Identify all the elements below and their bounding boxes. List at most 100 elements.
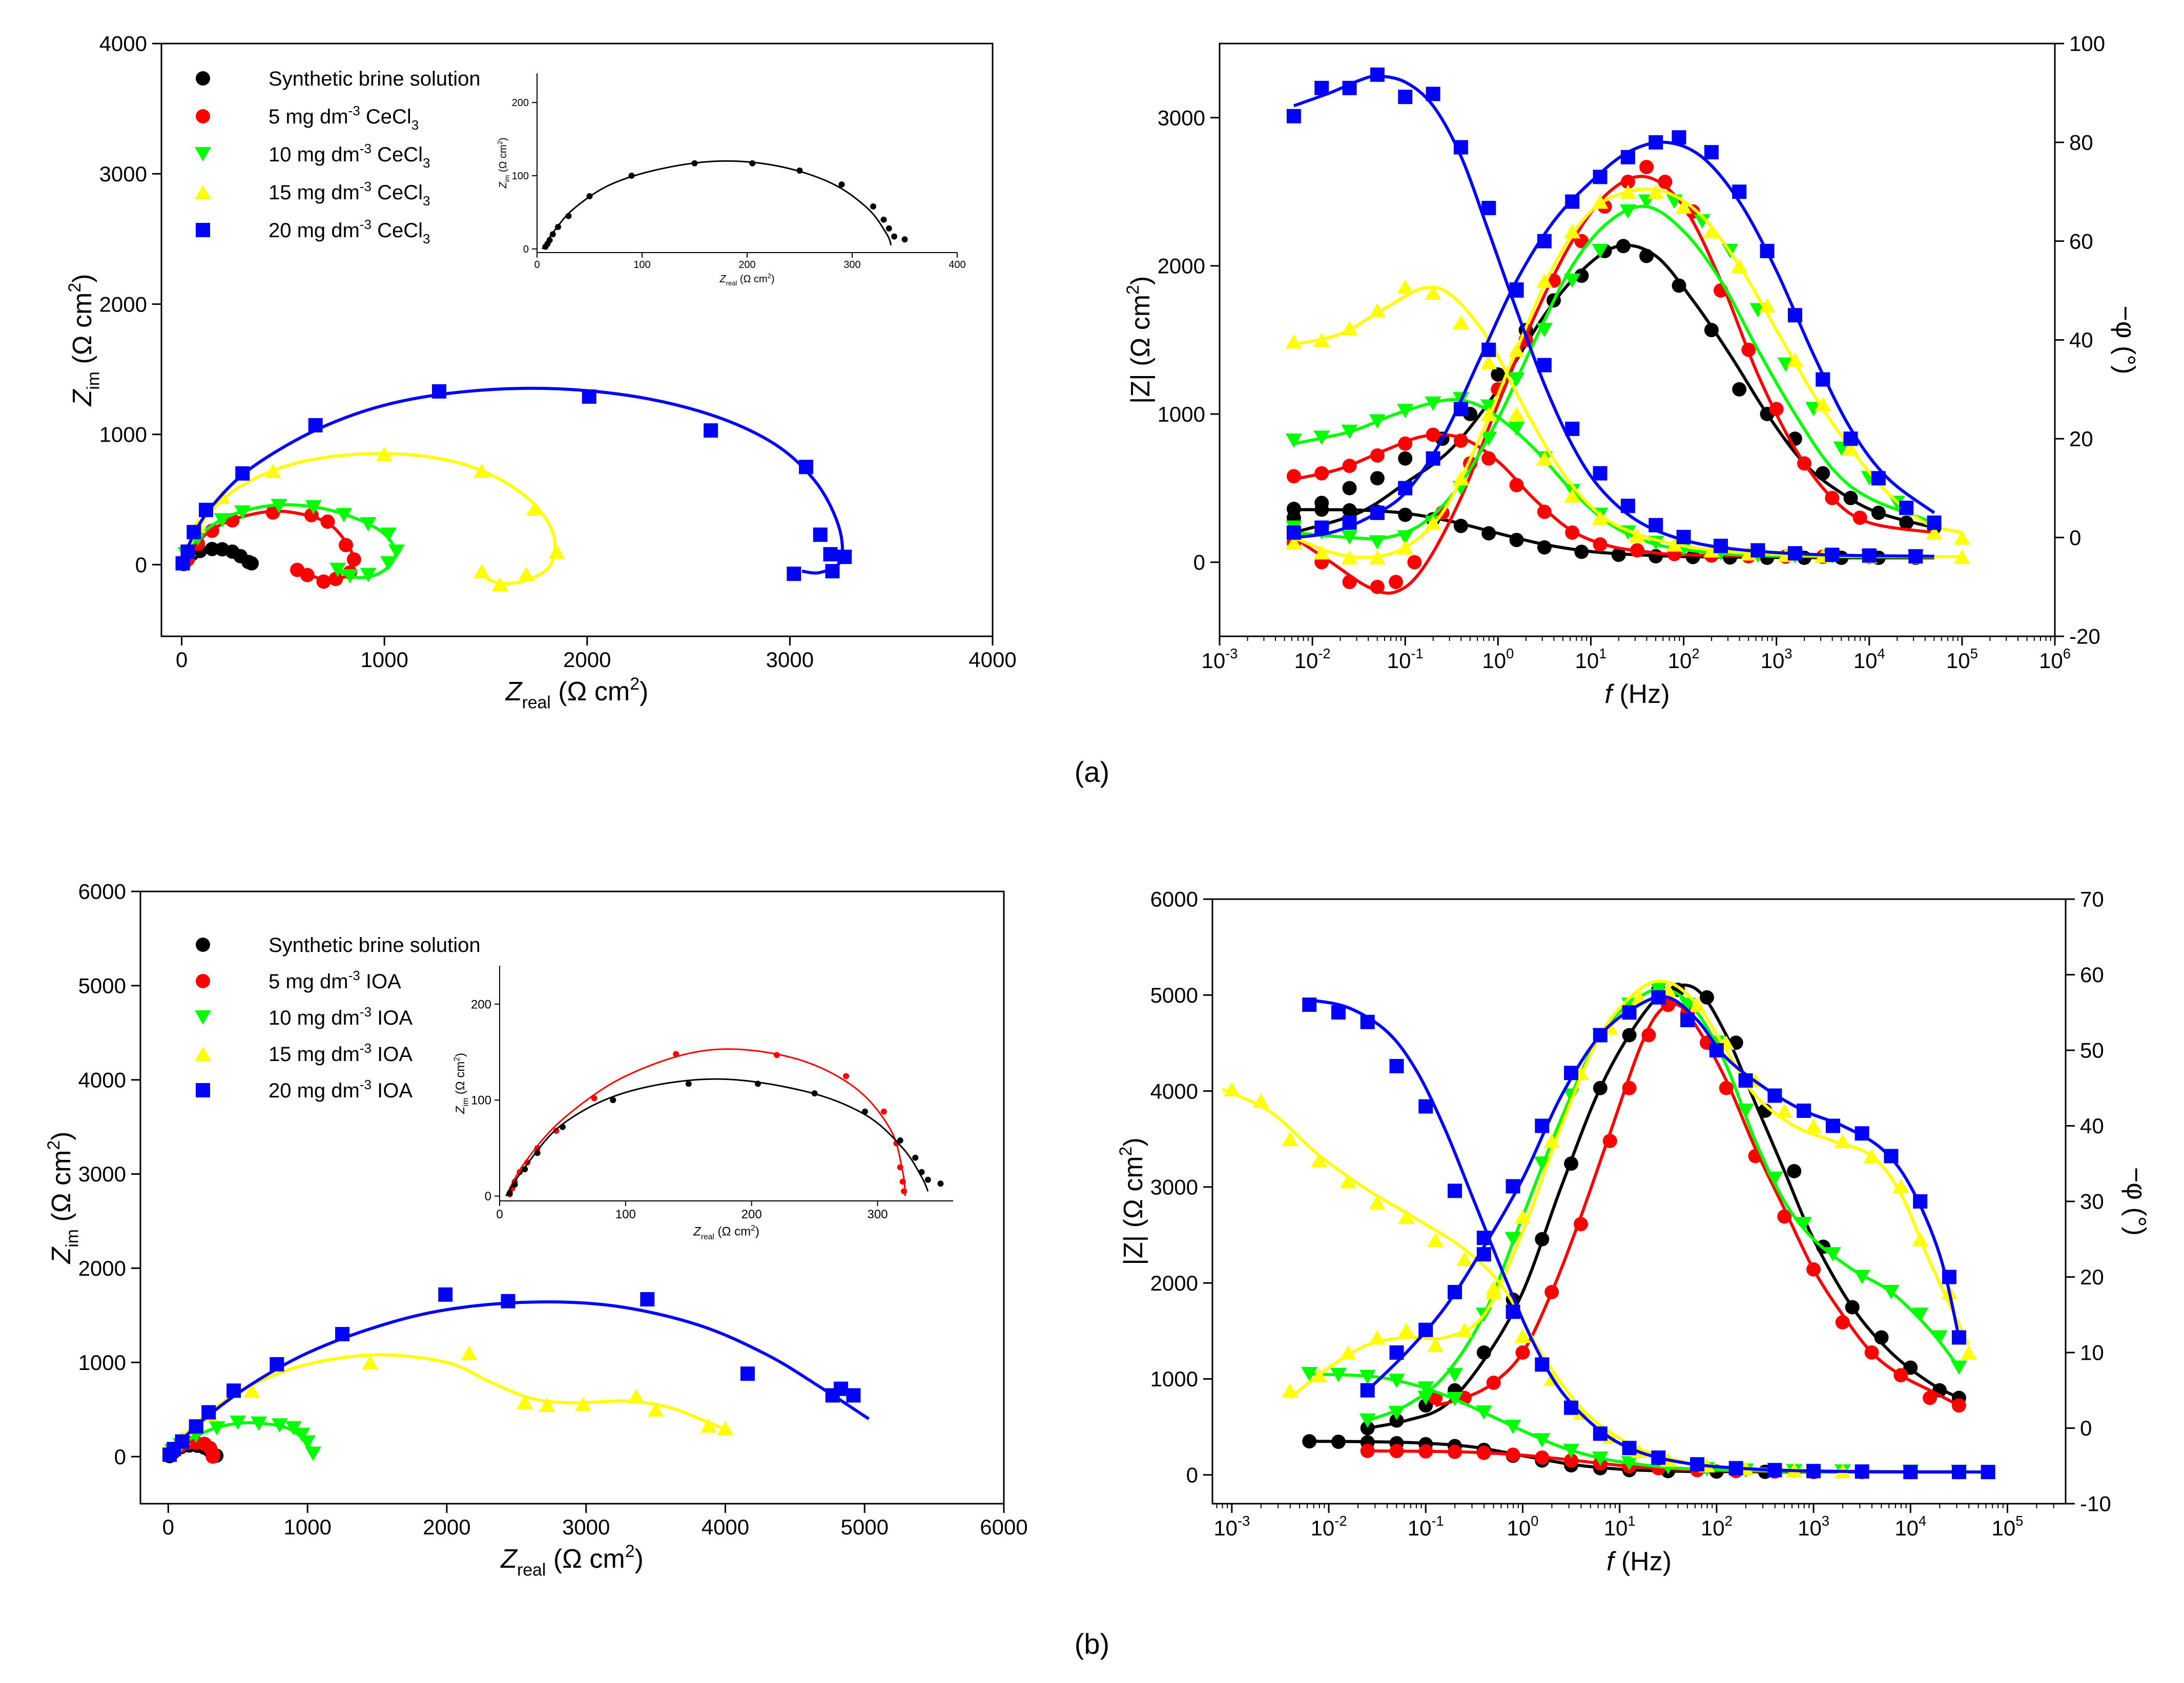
data-point bbox=[1427, 1338, 1444, 1353]
data-point bbox=[1953, 530, 1970, 545]
inset-x-tick-label: 100 bbox=[615, 1208, 636, 1221]
data-point bbox=[1360, 1014, 1375, 1029]
data-point bbox=[461, 1345, 478, 1360]
data-point bbox=[1452, 471, 1469, 486]
x-tick-label: 10-3 bbox=[1202, 646, 1238, 673]
x-tick-label: 103 bbox=[1761, 646, 1792, 673]
data-point bbox=[1485, 1285, 1502, 1299]
data-point bbox=[1535, 1118, 1550, 1133]
inset-y-tick-label: 200 bbox=[471, 998, 491, 1011]
y-axis-label: Zim (Ω cm2) bbox=[65, 274, 103, 407]
data-point bbox=[813, 527, 828, 542]
data-point bbox=[1611, 547, 1626, 562]
data-point bbox=[230, 1415, 246, 1430]
y-tick-label: 1000 bbox=[1158, 402, 1205, 426]
data-point bbox=[1417, 1390, 1434, 1405]
data-point bbox=[1649, 135, 1663, 150]
data-point bbox=[1703, 224, 1720, 239]
data-point bbox=[1981, 1465, 1995, 1480]
data-point bbox=[1418, 1099, 1433, 1114]
fit-line bbox=[168, 1353, 728, 1458]
data-point bbox=[1342, 80, 1357, 95]
data-point bbox=[1731, 258, 1748, 273]
data-point bbox=[308, 418, 323, 433]
plot-frame bbox=[160, 43, 994, 637]
data-point bbox=[1425, 396, 1441, 411]
data-point bbox=[1767, 1088, 1782, 1103]
data-point bbox=[438, 1287, 453, 1302]
series-20-mg-dm-3-ioa bbox=[162, 1287, 870, 1462]
series-10-mg-dm-3-ioa- bbox=[1359, 983, 1967, 1428]
data-point bbox=[199, 503, 214, 517]
data-point bbox=[335, 1327, 350, 1342]
data-point bbox=[380, 527, 397, 542]
inset-data-point bbox=[885, 225, 892, 232]
data-point bbox=[1448, 1183, 1462, 1198]
series-5-mg-dm-3-cecl3- bbox=[1286, 160, 1935, 595]
inset-x-axis-label: Zreal (Ω cm2) bbox=[719, 272, 774, 287]
caption-a: (a) bbox=[1075, 756, 1109, 788]
data-point bbox=[1737, 1104, 1754, 1118]
data-point bbox=[1852, 510, 1867, 525]
x-tick-label: 3000 bbox=[562, 1515, 610, 1539]
data-point bbox=[1709, 1043, 1724, 1057]
data-point bbox=[1592, 510, 1609, 525]
data-point bbox=[1622, 1005, 1637, 1020]
legend-marker bbox=[194, 147, 212, 161]
x-tick-label: 103 bbox=[1798, 1513, 1829, 1540]
data-point bbox=[1341, 550, 1358, 565]
y-tick-label: 0 bbox=[1186, 1463, 1198, 1487]
data-point bbox=[1926, 525, 1943, 540]
fit-line bbox=[1293, 204, 1935, 541]
inset-data-point bbox=[880, 216, 887, 223]
data-point bbox=[1514, 1209, 1531, 1224]
fit-line bbox=[167, 1300, 870, 1458]
data-point bbox=[1816, 466, 1830, 481]
data-point bbox=[1359, 1413, 1376, 1428]
data-point bbox=[1843, 491, 1858, 506]
fit-line bbox=[180, 386, 844, 575]
data-point bbox=[1699, 990, 1714, 1005]
data-point bbox=[1456, 1322, 1473, 1337]
data-point bbox=[1912, 1232, 1929, 1246]
y2-tick-label: 70 bbox=[2080, 887, 2104, 911]
legend-label: 20 mg dm-3 IOA bbox=[269, 1077, 413, 1102]
fit-line bbox=[1293, 398, 1934, 558]
data-point bbox=[1564, 273, 1581, 288]
series-10-mg-dm-3-cecl3- bbox=[1285, 194, 1935, 550]
data-point bbox=[1855, 1126, 1869, 1141]
data-point bbox=[1767, 1463, 1782, 1478]
data-point bbox=[341, 569, 359, 584]
data-point bbox=[1631, 990, 1647, 1005]
plot-frame bbox=[139, 890, 1005, 1505]
data-point bbox=[704, 423, 718, 438]
data-point bbox=[1651, 990, 1666, 1005]
data-point bbox=[1639, 248, 1654, 263]
y2-tick-label: 60 bbox=[2080, 963, 2104, 987]
data-point bbox=[740, 1366, 755, 1381]
data-point bbox=[1342, 481, 1357, 495]
data-point bbox=[214, 513, 231, 528]
data-point bbox=[1874, 1330, 1889, 1345]
data-point bbox=[1620, 174, 1635, 189]
data-point bbox=[1562, 1443, 1580, 1458]
data-point bbox=[1313, 430, 1330, 445]
data-point bbox=[376, 447, 393, 461]
data-point bbox=[1679, 998, 1696, 1012]
data-point bbox=[1314, 80, 1329, 95]
data-point bbox=[1825, 491, 1840, 506]
data-point bbox=[1314, 495, 1329, 510]
y-tick-label: 5000 bbox=[1150, 983, 1198, 1007]
data-point bbox=[1286, 469, 1301, 484]
data-point bbox=[294, 1427, 311, 1442]
data-point bbox=[1714, 538, 1728, 553]
data-point bbox=[1425, 285, 1441, 300]
data-point bbox=[1855, 1464, 1869, 1479]
inset-data-point bbox=[749, 160, 756, 167]
inset-data-point bbox=[673, 1051, 679, 1057]
data-point bbox=[846, 1388, 861, 1403]
data-point bbox=[1418, 1322, 1433, 1337]
y-tick-label: 1000 bbox=[99, 423, 147, 447]
data-point bbox=[1536, 323, 1553, 338]
